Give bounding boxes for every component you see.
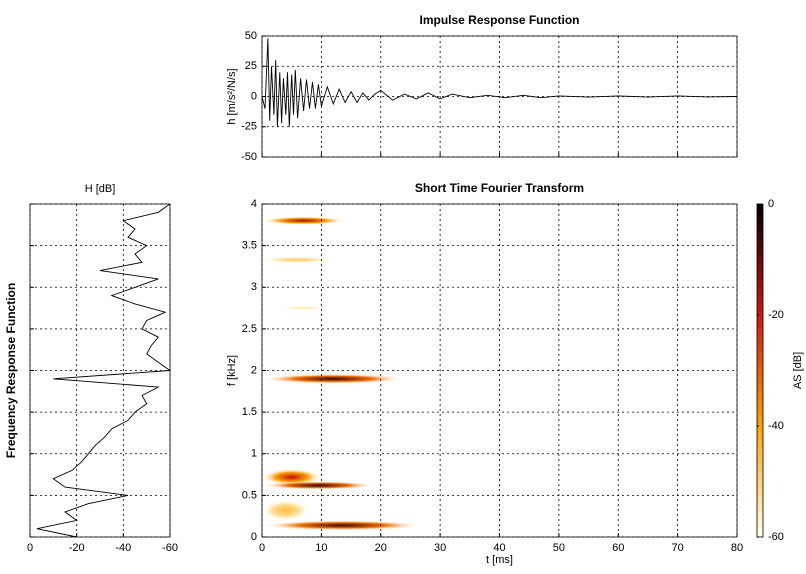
spectral-blob — [262, 499, 310, 521]
y-tick-label: 3 — [251, 281, 257, 293]
y-tick-label: 1.5 — [242, 406, 257, 418]
spectral-blob — [262, 481, 375, 490]
colorbar-tick-label: 0 — [768, 198, 774, 210]
y-tick-label: 50 — [245, 30, 257, 42]
colorbar-label: AS [dB] — [792, 352, 804, 389]
x-tick-label: 50 — [553, 542, 565, 554]
x-tick-label: -20 — [69, 542, 85, 554]
spectral-blob — [262, 216, 346, 225]
colorbar-tick-label: -40 — [768, 420, 784, 432]
y-tick-label: 2 — [251, 364, 257, 376]
y-tick-label: -25 — [241, 121, 257, 133]
spectral-blob — [279, 305, 328, 311]
colorbar-tick-label: -20 — [768, 309, 784, 321]
x-tick-label: 0 — [27, 542, 33, 554]
x-axis-label: t [ms] — [486, 554, 513, 566]
y-tick-label: -50 — [241, 151, 257, 163]
axes-box — [29, 203, 171, 538]
x-tick-label: 70 — [672, 542, 684, 554]
y-axis-label: Frequency Response Function — [4, 283, 18, 458]
y-axis-label: f [kHz] — [226, 355, 238, 386]
spectral-blob — [262, 256, 334, 263]
y-tick-label: 25 — [245, 60, 257, 72]
x-tick-label: -40 — [115, 542, 131, 554]
y-tick-label: 1 — [251, 448, 257, 460]
x-tick-label: 60 — [612, 542, 624, 554]
spectral-blob — [262, 468, 322, 486]
spectral-blob — [262, 520, 423, 531]
chart-title: Impulse Response Function — [419, 13, 579, 27]
x-tick-label: 40 — [493, 542, 505, 554]
chart-title: Short Time Fourier Transform — [415, 181, 584, 195]
y-tick-label: 3.5 — [242, 240, 257, 252]
x-tick-label: 80 — [731, 542, 743, 554]
x-tick-label: 0 — [259, 542, 265, 554]
axes-box — [261, 35, 738, 158]
data-line — [261, 38, 738, 127]
marks — [261, 38, 738, 127]
x-tick-label: -60 — [162, 542, 178, 554]
chart-title: H [dB] — [85, 183, 116, 195]
colorbar — [756, 203, 764, 538]
y-tick-label: 2.5 — [242, 323, 257, 335]
x-tick-label: 30 — [434, 542, 446, 554]
spectral-blob — [262, 373, 405, 384]
axes-box — [261, 203, 738, 538]
x-tick-label: 20 — [375, 542, 387, 554]
axes: 0 -20 -40 -60 — [27, 203, 178, 554]
y-tick-label: 4 — [251, 198, 257, 210]
y-tick-label: 0.5 — [242, 489, 257, 501]
marks — [262, 216, 423, 531]
axes: -50 -25 0 25 50 — [241, 30, 738, 163]
axes: 0 10 20 30 40 50 60 70 80 0 0.5 1 1.5 2 2.5 3 3.5 4 — [242, 198, 743, 554]
y-axis-label: h [m/s²/N/s] — [226, 68, 238, 124]
x-tick-label: 10 — [315, 542, 327, 554]
y-tick-label: 0 — [251, 531, 257, 543]
y-tick-label: 0 — [251, 90, 257, 102]
colorbar-tick-label: -60 — [768, 531, 784, 543]
